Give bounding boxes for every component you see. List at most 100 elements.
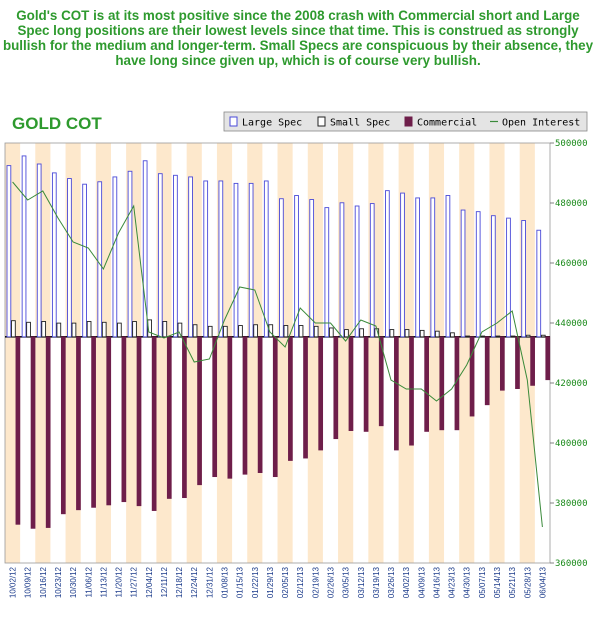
x-tick-label: 12/18/12 (175, 566, 184, 598)
commercial-bar (136, 336, 142, 507)
legend: Large Spec Small Spec Commercial Open Inter… (223, 111, 588, 132)
x-tick-label: 05/14/13 (493, 566, 502, 598)
legend-small-spec-swatch (317, 116, 326, 127)
commercial-bar (318, 336, 324, 451)
large-spec-bar (51, 172, 57, 338)
small-spec-bar (298, 325, 304, 338)
x-tick-label: 02/19/13 (311, 566, 320, 598)
small-spec-bar (359, 328, 364, 338)
small-spec-bar (86, 321, 92, 338)
small-spec-bar (41, 321, 47, 338)
x-tick-label: 03/05/13 (342, 566, 351, 598)
large-spec-bar (445, 195, 451, 338)
large-spec-bar (97, 181, 103, 338)
small-spec-bar (480, 335, 486, 338)
commercial-bar (515, 336, 520, 389)
small-spec-bar (268, 324, 274, 338)
small-spec-bar (283, 325, 289, 338)
commercial-bar (91, 336, 96, 508)
legend-open-interest-label: Open Interest (502, 118, 580, 129)
small-spec-bar (465, 335, 470, 338)
large-spec-bar (6, 165, 12, 338)
large-spec-bar (142, 160, 148, 338)
x-tick-label: 10/30/12 (69, 566, 78, 598)
x-tick-label: 01/08/13 (221, 566, 230, 598)
commercial-bar (45, 336, 51, 528)
large-spec-bar (67, 178, 72, 338)
x-tick-label: 06/04/13 (538, 566, 547, 598)
legend-small-spec-label: Small Spec (330, 118, 390, 129)
x-tick-label: 11/27/12 (130, 566, 139, 597)
commercial-bar (469, 336, 475, 417)
large-spec-bar (415, 197, 420, 338)
small-spec-bar (540, 334, 546, 338)
small-spec-bar (26, 321, 31, 338)
small-spec-bar (253, 324, 258, 338)
large-spec-bar (400, 192, 405, 338)
y-tick-label: 380000 (555, 499, 588, 509)
large-spec-bar (188, 176, 193, 338)
small-spec-bar (238, 325, 243, 338)
commercial-bar (151, 336, 157, 511)
x-tick-label: 12/04/12 (145, 566, 154, 598)
commercial-bar (30, 336, 36, 529)
x-tick-label: 05/21/13 (508, 566, 517, 598)
large-spec-bar (385, 190, 390, 338)
large-spec-bar (248, 182, 254, 338)
x-tick-label: 10/16/12 (39, 566, 48, 598)
commercial-bar (166, 336, 172, 499)
large-spec-bar (203, 180, 209, 338)
small-spec-bar (192, 324, 198, 338)
x-tick-label: 10/02/12 (9, 566, 18, 598)
small-spec-bar (510, 335, 516, 338)
large-spec-bar (263, 180, 269, 338)
small-spec-bar (117, 322, 122, 338)
x-tick-label: 02/26/13 (326, 566, 335, 598)
x-tick-label: 04/30/13 (463, 566, 472, 598)
commercial-bar (197, 336, 202, 486)
large-spec-bar (490, 215, 496, 338)
small-spec-bar (313, 325, 319, 338)
x-tick-label: 04/02/13 (402, 566, 411, 598)
commercial-bar (530, 336, 535, 386)
large-spec-bar (279, 198, 284, 338)
x-tick-label: 05/07/13 (478, 566, 487, 598)
x-axis: 10/02/12 10/09/12 10/16/12 10/23/12 10/30/12… (9, 566, 548, 598)
commercial-bar (545, 336, 551, 381)
large-spec-bar (294, 195, 299, 338)
x-tick-label: 11/13/12 (99, 566, 108, 597)
x-tick-label: 03/26/13 (387, 566, 396, 598)
y-tick-label: 500000 (555, 139, 588, 149)
x-tick-label: 12/24/12 (190, 566, 199, 598)
open-interest-line-path (12, 181, 543, 528)
commercial-bar (394, 336, 399, 451)
small-spec-bar (344, 329, 349, 338)
commercial-bar (257, 336, 263, 473)
commercial-bar (60, 336, 66, 515)
commercial-bar (363, 336, 369, 432)
large-spec-bar (218, 180, 224, 338)
chart-caption: Gold's COT is at its most positive since… (2, 8, 594, 68)
large-spec-bar (536, 229, 542, 338)
commercial-bar (499, 336, 505, 391)
x-tick-label: 11/06/12 (84, 566, 93, 597)
commercial-bar (242, 336, 248, 475)
y-tick-label: 460000 (555, 259, 588, 269)
large-spec-bar (157, 173, 163, 338)
commercial-bar (121, 336, 127, 503)
small-spec-bar (11, 320, 16, 338)
legend-commercial-label: Commercial (417, 118, 477, 129)
commercial-bar (348, 336, 354, 431)
small-spec-bar (207, 325, 213, 338)
commercial-bar (15, 336, 21, 525)
large-spec-bar (127, 170, 133, 338)
bar-series (6, 155, 551, 529)
y-tick-label: 480000 (555, 199, 588, 209)
small-spec-bar (177, 322, 183, 338)
x-tick-label: 10/23/12 (54, 566, 63, 598)
small-spec-bar (404, 329, 410, 338)
small-spec-bar (389, 329, 395, 338)
commercial-bar (303, 336, 308, 459)
open-interest-line (12, 181, 543, 528)
small-spec-bar (71, 322, 77, 338)
